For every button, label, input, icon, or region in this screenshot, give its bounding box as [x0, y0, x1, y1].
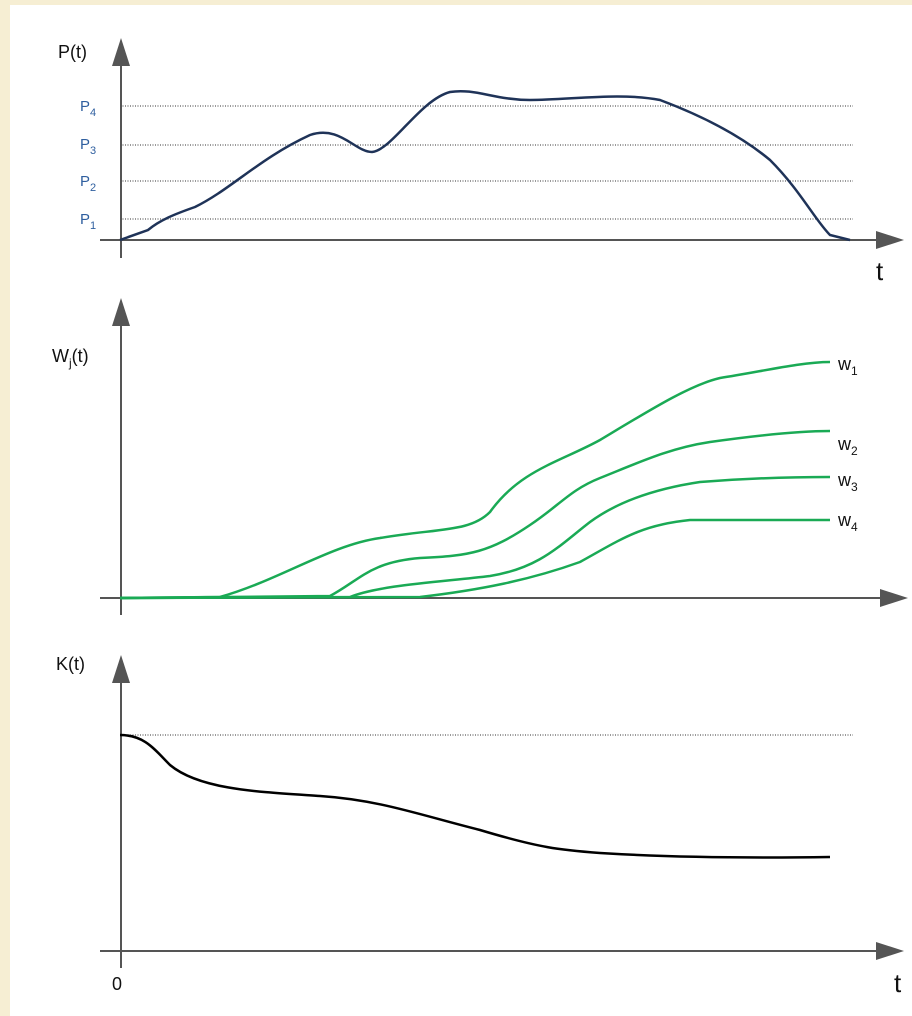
canvas — [10, 5, 912, 1016]
arrow — [880, 589, 908, 607]
arrow — [876, 942, 904, 960]
w-curve — [119, 360, 831, 600]
p-curve — [119, 90, 851, 242]
arrow — [112, 38, 130, 66]
level-label: P3 — [80, 136, 96, 157]
arrow — [112, 655, 130, 683]
y-label: Wj(t) — [52, 346, 89, 370]
panel-p: P(t) t P1 P2 P3 P4 — [58, 38, 904, 286]
level-label: P1 — [80, 211, 96, 232]
curve-label: w4 — [837, 510, 858, 534]
arrow — [876, 231, 904, 249]
w-curve — [119, 429, 831, 600]
curve-label: w2 — [837, 434, 858, 458]
curve-label: w3 — [837, 470, 858, 494]
x-label: t — [894, 968, 902, 998]
level-label: P2 — [80, 173, 96, 194]
y-label: P(t) — [58, 42, 87, 62]
panel-k: K(t) t 0 — [56, 654, 904, 998]
curve-label: w1 — [837, 354, 858, 378]
w-curve — [119, 518, 830, 600]
w-curve — [119, 475, 831, 600]
arrow — [112, 298, 130, 326]
x-label: t — [876, 256, 884, 286]
level-label: P4 — [80, 98, 96, 119]
y-label: K(t) — [56, 654, 85, 674]
origin-label: 0 — [112, 974, 122, 994]
k-curve — [119, 733, 831, 859]
panel-w: Wj(t) w1 w2 w3 w4 — [52, 298, 908, 615]
